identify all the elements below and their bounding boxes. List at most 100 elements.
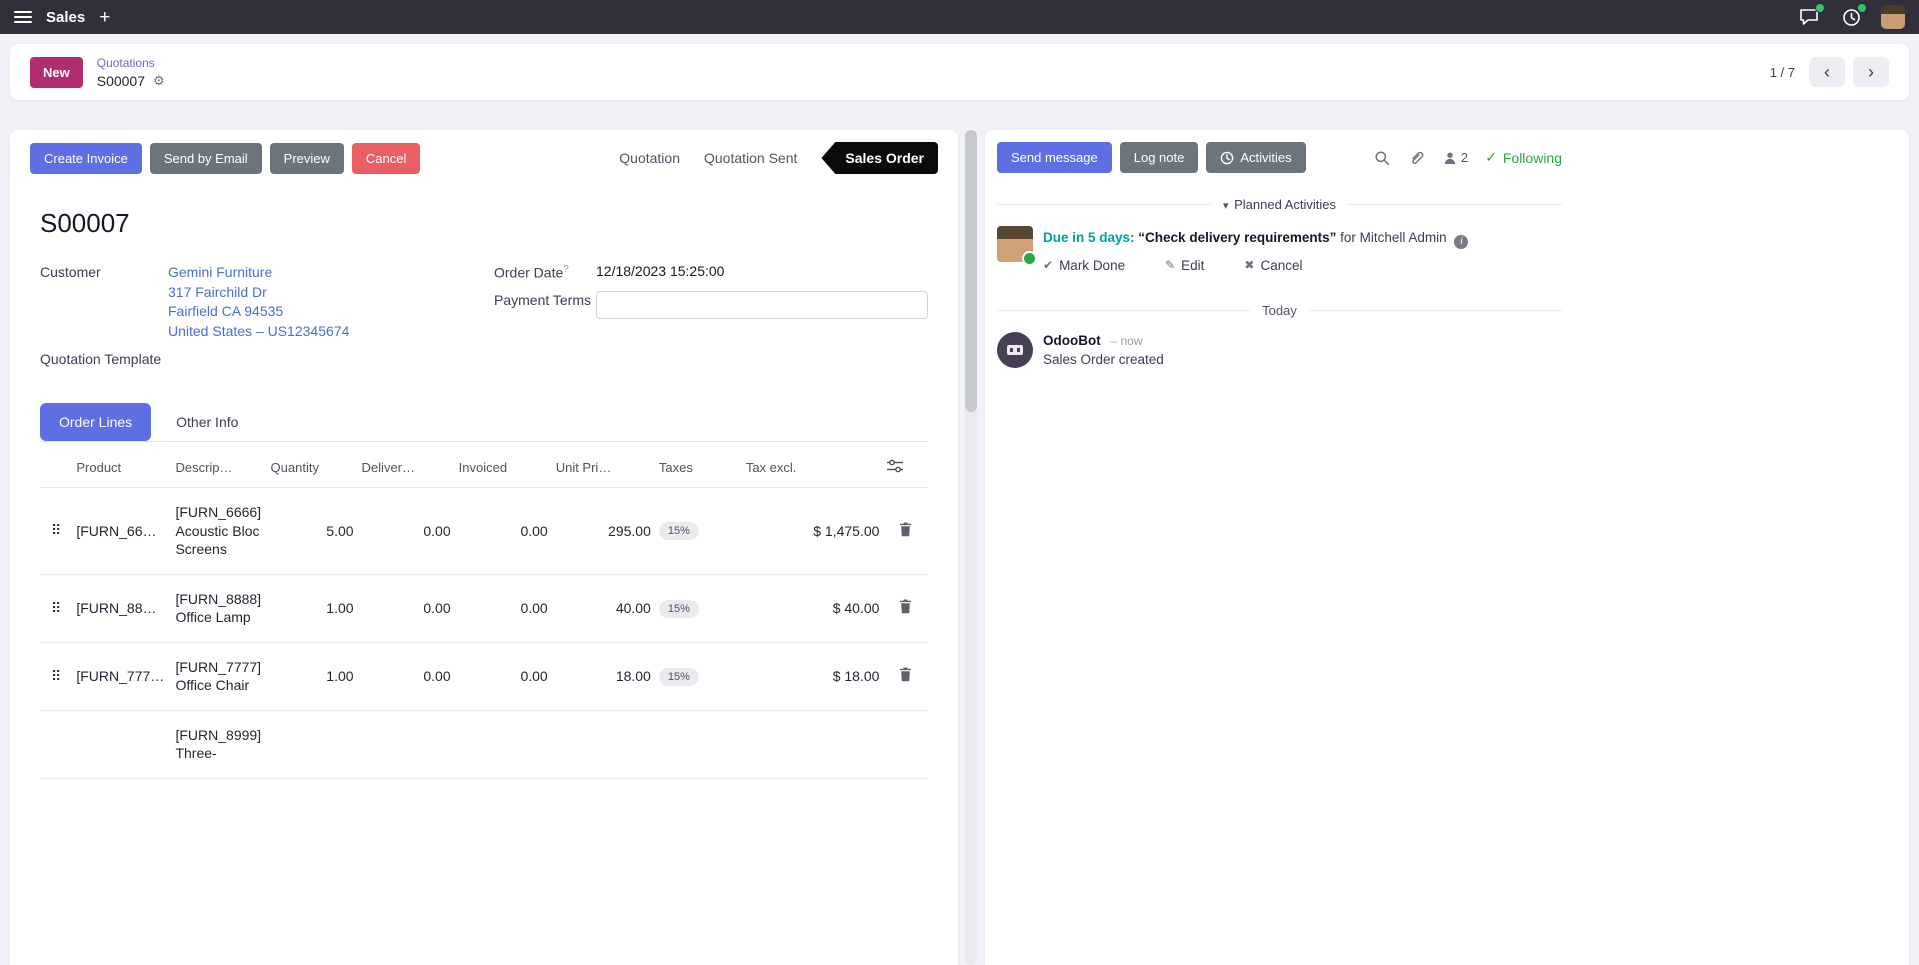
- control-panel: New Quotations S00007 ⚙ 1 / 7 ‹ ›: [10, 44, 1909, 100]
- cancel-activity-button[interactable]: ✖ Cancel: [1244, 257, 1303, 273]
- cell-unit-price[interactable]: [551, 710, 655, 779]
- table-header-row: Product Descrip… Quantity Deliver… Invoi…: [40, 446, 928, 488]
- cell-product[interactable]: [FURN_88…: [72, 574, 172, 643]
- table-row: ⠿ [FURN_777… [FURN_7777] Office Chair 1.…: [40, 642, 928, 711]
- cell-delivered[interactable]: 0.00: [357, 574, 455, 643]
- statusbar: Quotation Quotation Sent Sales Order: [619, 142, 938, 174]
- gear-icon[interactable]: ⚙: [153, 72, 165, 88]
- cell-quantity[interactable]: 5.00: [266, 487, 358, 575]
- cell-description[interactable]: [FURN_7777] Office Chair: [171, 642, 267, 711]
- cell-description[interactable]: [FURN_8888] Office Lamp: [171, 574, 267, 643]
- create-invoice-button[interactable]: Create Invoice: [30, 142, 142, 174]
- order-date-value[interactable]: 12/18/2023 15:25:00: [596, 263, 725, 279]
- cell-description[interactable]: [FURN_8999] Three-: [171, 710, 267, 779]
- followers-button[interactable]: 2: [1441, 148, 1470, 167]
- cell-unit-price[interactable]: 18.00: [551, 642, 655, 711]
- followers-person-icon: [1444, 152, 1456, 164]
- cell-invoiced[interactable]: 0.00: [454, 642, 552, 711]
- delete-row-icon[interactable]: [897, 520, 914, 542]
- header-delivered: Deliver…: [357, 446, 455, 488]
- new-tab-plus-button[interactable]: +: [99, 6, 111, 28]
- mark-done-button[interactable]: ✔ Mark Done: [1043, 257, 1126, 273]
- user-avatar[interactable]: [1881, 5, 1905, 29]
- drag-handle-icon[interactable]: ⠿: [40, 487, 73, 575]
- hamburger-menu-icon[interactable]: [14, 11, 32, 23]
- cell-product[interactable]: [FURN_777…: [72, 642, 172, 711]
- search-messages-icon[interactable]: [1372, 148, 1392, 168]
- delete-row-icon[interactable]: [897, 665, 914, 687]
- x-icon: ✖: [1244, 258, 1255, 272]
- tab-order-lines[interactable]: Order Lines: [40, 403, 152, 441]
- cell-tax-excl[interactable]: $ 1,475.00: [741, 487, 884, 575]
- status-sales-order[interactable]: Sales Order: [821, 142, 938, 174]
- preview-button[interactable]: Preview: [269, 142, 344, 174]
- cell-tax-excl[interactable]: [741, 710, 884, 779]
- cell-invoiced[interactable]: 0.00: [454, 487, 552, 575]
- cell-quantity[interactable]: [266, 710, 358, 779]
- topbar-right: [1797, 3, 1905, 29]
- cell-invoiced[interactable]: [454, 710, 552, 779]
- table-row: ⠿ [FURN_66… [FURN_6666] Acoustic Bloc Sc…: [40, 487, 928, 575]
- order-title: S00007: [40, 208, 130, 238]
- customer-address-line2[interactable]: Fairfield CA 94535: [168, 303, 284, 319]
- app-name[interactable]: Sales: [46, 8, 86, 26]
- cell-delivered[interactable]: 0.00: [357, 642, 455, 711]
- planned-activities-header[interactable]: ▾ Planned Activities: [997, 197, 1562, 212]
- odoobot-avatar: [997, 331, 1033, 368]
- activities-clock-icon[interactable]: [1839, 3, 1867, 28]
- drag-handle-icon[interactable]: ⠿: [40, 710, 73, 779]
- cell-delivered[interactable]: [357, 710, 455, 779]
- cancel-button[interactable]: Cancel: [351, 142, 421, 174]
- cell-quantity[interactable]: 1.00: [266, 642, 358, 711]
- cell-taxes[interactable]: 15%: [654, 574, 742, 643]
- messages-icon[interactable]: [1797, 3, 1825, 28]
- cell-invoiced[interactable]: 0.00: [454, 574, 552, 643]
- cell-product[interactable]: [72, 710, 172, 779]
- edit-activity-button[interactable]: ✎ Edit: [1165, 257, 1205, 273]
- tab-other-info[interactable]: Other Info: [157, 403, 257, 441]
- notebook-tabs: Order Lines Other Info: [40, 403, 928, 442]
- pager-counter: 1 / 7: [1769, 64, 1795, 80]
- cell-tax-excl[interactable]: $ 18.00: [741, 642, 884, 711]
- delete-row-icon[interactable]: [897, 597, 914, 619]
- order-date-label: Order Date?: [494, 264, 569, 281]
- cell-delivered[interactable]: 0.00: [357, 487, 455, 575]
- payment-terms-input[interactable]: [596, 290, 928, 319]
- send-by-email-button[interactable]: Send by Email: [149, 142, 262, 174]
- cell-tax-excl[interactable]: $ 40.00: [741, 574, 884, 643]
- header-taxes: Taxes: [654, 446, 742, 488]
- cell-taxes[interactable]: [654, 710, 742, 779]
- customer-name-link[interactable]: Gemini Furniture: [168, 264, 273, 280]
- cell-quantity[interactable]: 1.00: [266, 574, 358, 643]
- scrollbar-thumb[interactable]: [965, 130, 977, 412]
- log-note-button[interactable]: Log note: [1119, 142, 1199, 173]
- robot-icon: [1007, 344, 1023, 355]
- drag-handle-icon[interactable]: ⠿: [40, 574, 73, 643]
- today-separator: Today: [997, 303, 1562, 318]
- messages-badge: [1815, 3, 1825, 13]
- drag-handle-icon[interactable]: ⠿: [40, 642, 73, 711]
- cell-unit-price[interactable]: 295.00: [551, 487, 655, 575]
- new-button[interactable]: New: [30, 56, 83, 88]
- quotation-template-label: Quotation Template: [40, 351, 162, 367]
- send-message-button[interactable]: Send message: [997, 142, 1112, 173]
- pencil-icon: ✎: [1165, 258, 1176, 272]
- cell-taxes[interactable]: 15%: [654, 487, 742, 575]
- cell-unit-price[interactable]: 40.00: [551, 574, 655, 643]
- breadcrumb-quotations-link[interactable]: Quotations: [96, 55, 155, 70]
- attachment-paperclip-icon[interactable]: [1407, 148, 1426, 168]
- status-quotation-sent[interactable]: Quotation Sent: [703, 150, 798, 166]
- pager-next-button[interactable]: ›: [1853, 57, 1889, 87]
- cell-taxes[interactable]: 15%: [654, 642, 742, 711]
- pager-previous-button[interactable]: ‹: [1809, 57, 1845, 87]
- cell-description[interactable]: [FURN_6666] Acoustic Bloc Screens: [171, 487, 267, 575]
- cell-product[interactable]: [FURN_66…: [72, 487, 172, 575]
- customer-address-line3[interactable]: United States – US12345674: [168, 322, 350, 339]
- following-button[interactable]: ✓ Following: [1485, 149, 1562, 166]
- customer-address-line1[interactable]: 317 Fairchild Dr: [168, 283, 267, 300]
- status-quotation[interactable]: Quotation: [619, 150, 680, 166]
- info-icon[interactable]: i: [1454, 234, 1469, 249]
- activities-button[interactable]: Activities: [1206, 142, 1306, 173]
- optional-columns-icon[interactable]: [887, 459, 904, 476]
- activity-due-text: Due in 5 days:: [1043, 230, 1135, 245]
